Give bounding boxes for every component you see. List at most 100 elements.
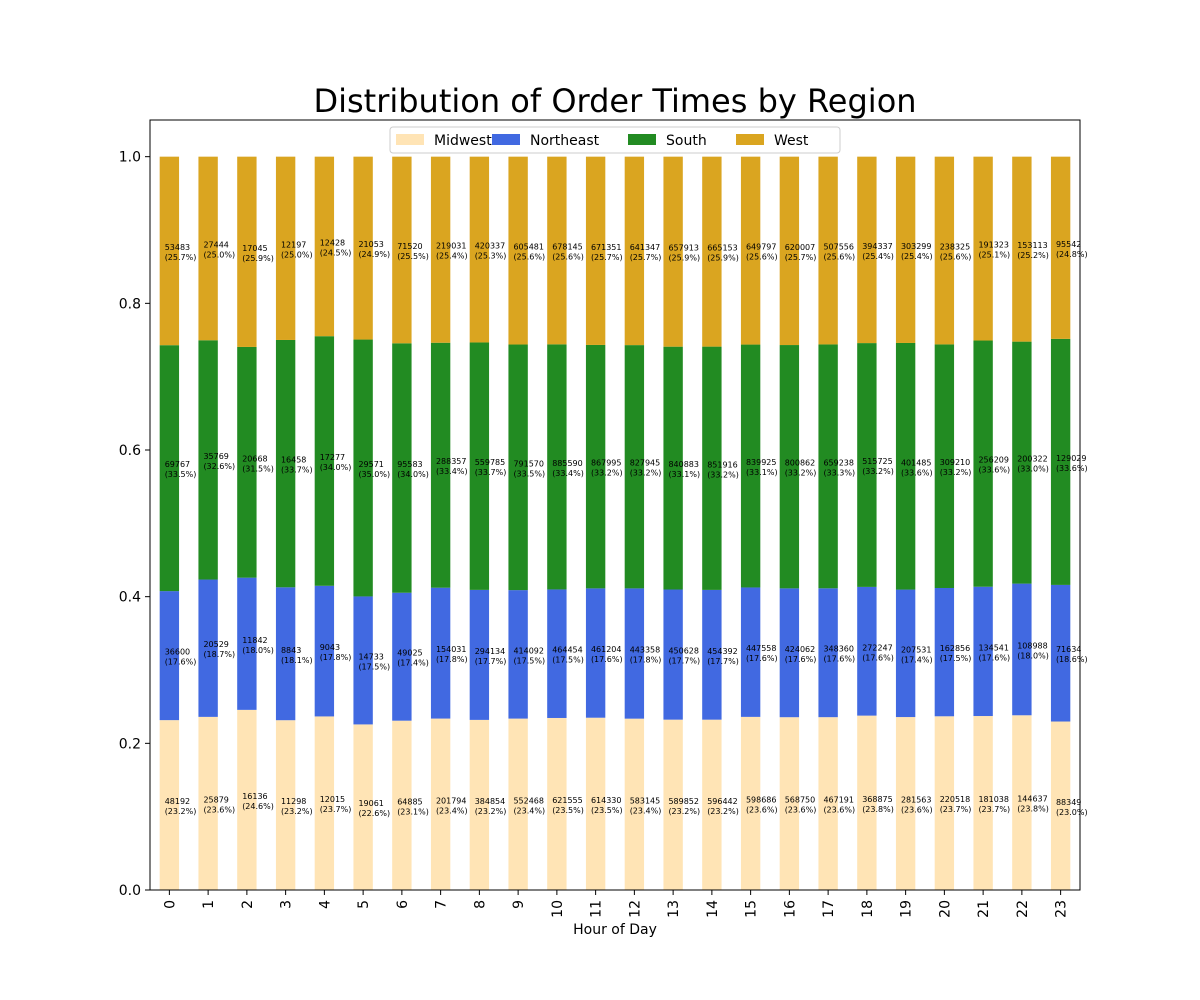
legend[interactable]: Midwest Northeast South West bbox=[389, 126, 841, 154]
bar-percent-label: (23.6%) bbox=[746, 805, 778, 814]
bar-count-label: 95542 bbox=[1056, 240, 1081, 249]
bar-south-hour-5 bbox=[353, 339, 373, 597]
bar-count-label: 424062 bbox=[785, 645, 816, 654]
bar-count-label: 827945 bbox=[630, 459, 661, 468]
legend-label: South bbox=[666, 133, 707, 149]
bar-count-label: 401485 bbox=[901, 458, 932, 467]
x-tick-label: 23 bbox=[1054, 900, 1070, 918]
bar-count-label: 596442 bbox=[707, 797, 738, 806]
bar-value-label: 11842 (18.0%) bbox=[242, 636, 274, 655]
bar-value-label: 36600 (17.6%) bbox=[165, 648, 197, 667]
x-tick-label: 9 bbox=[511, 900, 527, 909]
bar-south-hour-2 bbox=[237, 346, 257, 578]
bar-west-hour-17 bbox=[818, 156, 838, 345]
legend-swatch bbox=[396, 134, 424, 145]
bar-value-label: 303299 (25.4%) bbox=[901, 242, 933, 261]
bar-value-label: 35769 (32.6%) bbox=[203, 452, 235, 471]
bar-west-hour-15 bbox=[740, 156, 761, 345]
bar-value-label: 27444 (25.0%) bbox=[203, 240, 235, 259]
bar-northeast-hour-13 bbox=[663, 589, 683, 720]
bar-midwest-hour-23 bbox=[1050, 721, 1071, 890]
bar-value-label: 867995 (33.2%) bbox=[591, 459, 623, 478]
bar-percent-label: (23.2%) bbox=[707, 807, 739, 816]
bar-midwest-hour-7 bbox=[430, 718, 451, 890]
bar-percent-label: (33.4%) bbox=[436, 467, 468, 476]
bar-south-hour-1 bbox=[198, 340, 218, 580]
bar-percent-label: (17.6%) bbox=[862, 653, 894, 662]
bar-percent-label: (23.2%) bbox=[475, 807, 507, 816]
bar-value-label: 129029 (33.6%) bbox=[1056, 454, 1088, 473]
bar-value-label: 447558 (17.6%) bbox=[746, 644, 778, 663]
bar-count-label: 605481 bbox=[513, 243, 544, 252]
bar-count-label: 12015 bbox=[320, 795, 345, 804]
bar-percent-label: (17.6%) bbox=[165, 658, 197, 667]
bar-south-hour-17 bbox=[818, 344, 838, 589]
bar-count-label: 20529 bbox=[203, 640, 228, 649]
bar-count-label: 220518 bbox=[940, 795, 971, 804]
bar-south-hour-21 bbox=[973, 340, 993, 587]
bar-value-label: 791570 (33.5%) bbox=[513, 459, 545, 478]
bar-west-hour-11 bbox=[585, 156, 606, 345]
bar-count-label: 27444 bbox=[203, 240, 228, 249]
bar-percent-label: (25.3%) bbox=[475, 252, 507, 261]
bar-northeast-hour-0 bbox=[159, 591, 180, 721]
bar-value-label: 598686 (23.6%) bbox=[746, 795, 778, 814]
legend-item-west[interactable]: West bbox=[736, 133, 809, 149]
bar-count-label: 657913 bbox=[668, 244, 699, 253]
bar-northeast-hour-21 bbox=[973, 586, 993, 717]
bar-percent-label: (17.5%) bbox=[513, 656, 545, 665]
bar-value-label: 20529 (18.7%) bbox=[203, 640, 235, 659]
legend-swatch bbox=[492, 134, 520, 145]
bar-northeast-hour-4 bbox=[314, 585, 335, 717]
bar-count-label: 454392 bbox=[707, 647, 738, 656]
plot-frame bbox=[149, 119, 1081, 891]
bar-south-hour-10 bbox=[547, 344, 567, 590]
bar-northeast-hour-5 bbox=[353, 596, 373, 725]
bar-count-label: 35769 bbox=[203, 452, 228, 461]
bar-percent-label: (25.4%) bbox=[436, 252, 468, 261]
bar-west-hour-14 bbox=[702, 156, 722, 347]
x-tick-label: 11 bbox=[589, 900, 605, 918]
bar-percent-label: (25.7%) bbox=[165, 253, 197, 262]
bar-percent-label: (33.3%) bbox=[823, 468, 855, 477]
bar-count-label: 19061 bbox=[358, 799, 383, 808]
bar-west-hour-20 bbox=[934, 156, 955, 345]
bar-south-hour-0 bbox=[159, 345, 180, 592]
bar-count-label: 181038 bbox=[978, 795, 1009, 804]
legend-item-midwest[interactable]: Midwest bbox=[396, 133, 492, 149]
bar-percent-label: (25.6%) bbox=[513, 253, 545, 262]
bar-percent-label: (24.9%) bbox=[358, 250, 390, 259]
legend-item-south[interactable]: South bbox=[628, 133, 707, 149]
bar-midwest-hour-21 bbox=[973, 716, 993, 890]
bar-west-hour-23 bbox=[1050, 156, 1071, 339]
bar-percent-label: (23.5%) bbox=[591, 806, 623, 815]
y-tick-label: 0.6 bbox=[119, 443, 141, 459]
legend-item-northeast[interactable]: Northeast bbox=[492, 133, 600, 149]
x-tick-label: 7 bbox=[434, 900, 450, 909]
bar-count-label: 17277 bbox=[320, 453, 345, 462]
bar-value-label: 48192 (23.2%) bbox=[165, 797, 197, 816]
bar-percent-label: (17.6%) bbox=[746, 654, 778, 663]
bar-count-label: 559785 bbox=[475, 458, 506, 467]
bar-value-label: 659238 (33.3%) bbox=[823, 458, 855, 477]
bar-value-label: 288357 (33.4%) bbox=[436, 457, 468, 476]
bar-percent-label: (32.6%) bbox=[203, 462, 235, 471]
bar-value-label: 368875 (23.8%) bbox=[862, 795, 894, 814]
bar-value-label: 621555 (23.5%) bbox=[552, 796, 584, 815]
bar-percent-label: (33.6%) bbox=[901, 468, 933, 477]
bar-value-label: 384854 (23.2%) bbox=[475, 797, 507, 816]
bar-count-label: 620007 bbox=[785, 243, 816, 252]
bar-west-hour-8 bbox=[469, 156, 490, 343]
bar-count-label: 303299 bbox=[901, 242, 932, 251]
bar-northeast-hour-10 bbox=[547, 589, 567, 718]
bar-percent-label: (25.9%) bbox=[668, 254, 700, 263]
bar-west-hour-19 bbox=[895, 156, 916, 343]
bar-count-label: 839925 bbox=[746, 458, 777, 467]
bar-count-label: 20668 bbox=[242, 454, 267, 463]
bar-count-label: 256209 bbox=[978, 456, 1009, 465]
bar-count-label: 12428 bbox=[320, 238, 345, 247]
bar-percent-label: (23.2%) bbox=[668, 807, 700, 816]
bar-value-label: 25879 (23.6%) bbox=[203, 795, 235, 814]
bar-value-label: 49025 (17.4%) bbox=[397, 649, 429, 668]
